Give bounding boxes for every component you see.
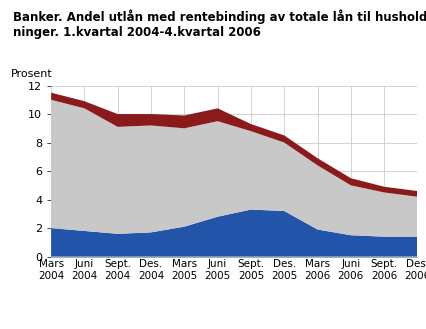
Text: Prosent: Prosent xyxy=(11,69,52,79)
Text: Banker. Andel utlån med rentebinding av totale lån til hushold-
ninger. 1.kvarta: Banker. Andel utlån med rentebinding av … xyxy=(13,10,426,39)
Legend: Under 1 år, 1-5 år, Over 5 år: Under 1 år, 1-5 år, Over 5 år xyxy=(108,327,360,329)
